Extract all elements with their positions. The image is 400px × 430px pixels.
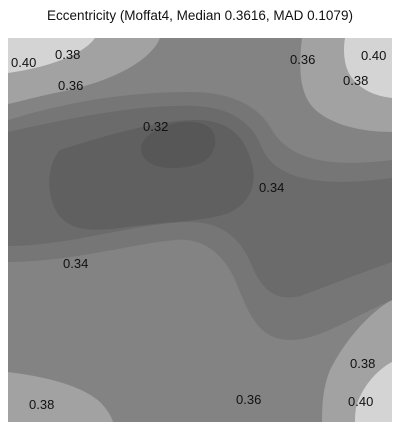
contour-band-bottom-right-0.40	[355, 362, 392, 422]
chart-title: Eccentricity (Moffat4, Median 0.3616, MA…	[47, 8, 353, 23]
contour-label: 0.38	[29, 397, 54, 412]
contour-label: 0.38	[343, 73, 368, 88]
contour-label: 0.38	[350, 356, 375, 371]
contour-label: 0.38	[55, 47, 80, 62]
contour-band-bottom-left-0.38	[8, 372, 113, 422]
contour-label: 0.40	[361, 48, 386, 63]
contour-band-0.32	[141, 121, 216, 169]
contour-labels: 0.40 0.38 0.36 0.36 0.40 0.38 0.32 0.34 …	[11, 47, 386, 412]
contour-label: 0.32	[143, 119, 168, 134]
contour-band-top-left-0.40	[8, 38, 95, 73]
contour-label: 0.34	[259, 180, 284, 195]
contour-band-top-right-0.40	[344, 38, 392, 98]
contour-label: 0.34	[63, 256, 88, 271]
contour-regions	[8, 38, 392, 422]
contour-label: 0.40	[348, 394, 373, 409]
contour-label: 0.40	[11, 55, 36, 70]
contour-label: 0.36	[236, 392, 261, 407]
contour-label: 0.36	[58, 78, 83, 93]
contour-label: 0.36	[290, 52, 315, 67]
